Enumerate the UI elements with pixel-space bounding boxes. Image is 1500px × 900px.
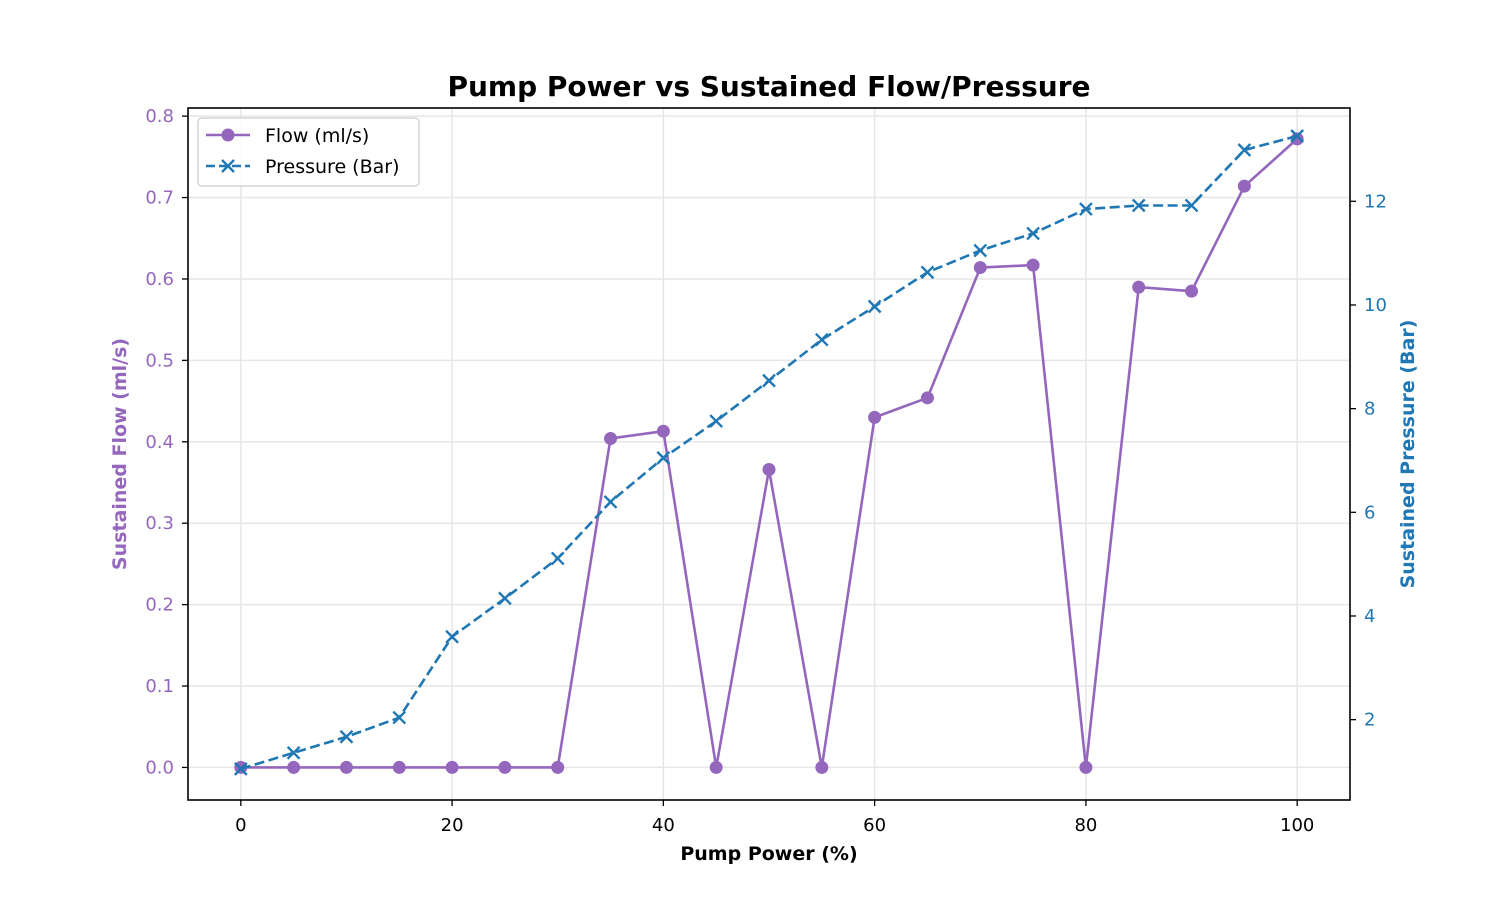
y-right-tick-label: 12 (1364, 191, 1387, 212)
pressure-point (603, 495, 618, 509)
flow-point (1237, 179, 1251, 193)
flow-point (1079, 760, 1093, 774)
y-right-tick-label: 6 (1364, 502, 1375, 523)
legend-pressure-marker (221, 159, 235, 173)
flow-point (920, 391, 934, 405)
flow-point (1132, 280, 1146, 294)
x-tick-label: 100 (1280, 815, 1314, 836)
y-left-tick-label: 0.2 (145, 595, 174, 616)
flow-point (287, 760, 301, 774)
flow-point (604, 432, 618, 446)
y-right-tick-label: 4 (1364, 606, 1375, 627)
flow-point (815, 760, 829, 774)
flow-point (973, 261, 987, 275)
pressure-point (392, 710, 407, 725)
legend-flow-label: Flow (ml/s) (265, 125, 369, 147)
pressure-point (1290, 129, 1305, 143)
y-right-tick-label: 8 (1364, 399, 1375, 420)
pressure-point (1079, 202, 1093, 216)
pressure-point (445, 629, 459, 644)
y-left-tick-label: 0.1 (145, 676, 174, 697)
x-tick-label: 60 (863, 815, 886, 836)
x-tick-label: 20 (441, 815, 464, 836)
pressure-point (1026, 226, 1040, 241)
flow-point (339, 760, 353, 774)
x-tick-label: 80 (1074, 815, 1097, 836)
flow-point (551, 760, 565, 774)
pressure-point (814, 332, 829, 347)
legend: Flow (ml/s) Pressure (Bar) (197, 117, 420, 187)
y-left-tick-label: 0.4 (145, 432, 174, 453)
pressure-point (550, 551, 565, 566)
pressure-point (656, 451, 671, 465)
series-layer (233, 129, 1305, 776)
y-left-tick-label: 0.0 (145, 757, 174, 778)
y-axis-left-label: Sustained Flow (ml/s) (109, 338, 131, 570)
pressure-point (867, 299, 882, 314)
flow-point (445, 760, 459, 774)
y-left-tick-label: 0.5 (145, 350, 174, 371)
grid (188, 108, 1350, 800)
x-tick-label: 40 (652, 815, 675, 836)
pressure-point (709, 414, 724, 428)
pressure-point (339, 729, 354, 744)
y-right-tick-label: 2 (1364, 710, 1375, 731)
pressure-point (973, 243, 988, 258)
pressure-point (498, 591, 512, 606)
plot-frame (187, 107, 1351, 801)
flow-point (868, 410, 882, 424)
y-left-tick-label: 0.6 (145, 269, 174, 290)
pressure-point (762, 373, 776, 388)
pressure-point (286, 745, 301, 760)
flow-point (1026, 258, 1040, 272)
flow-point (656, 424, 670, 438)
y-right-tick-label: 10 (1364, 295, 1387, 316)
y-left-tick-label: 0.7 (145, 188, 174, 209)
flow-point (392, 760, 406, 774)
x-tick-label: 0 (235, 815, 246, 836)
axes: 0 20 40 60 80 100 0.0 0.1 0.2 0.3 0.4 0.5 0.6 0.7 0.8 2… (145, 106, 1387, 836)
flow-point (1185, 284, 1199, 298)
x-axis-label: Pump Power (%) (680, 843, 857, 865)
pressure-point (1184, 198, 1199, 213)
y-left-tick-label: 0.3 (145, 513, 174, 534)
y-axis-right-label: Sustained Pressure (Bar) (1397, 320, 1419, 589)
legend-pressure-label: Pressure (Bar) (265, 156, 399, 178)
pressure-point (233, 762, 248, 776)
flow-point (498, 760, 512, 774)
flow-point (762, 462, 776, 476)
pressure-point (920, 265, 935, 280)
y-left-tick-label: 0.8 (145, 106, 174, 127)
pressure-point (1131, 198, 1146, 213)
flow-point (709, 760, 723, 774)
legend-flow-marker (221, 128, 235, 142)
legend-box (197, 117, 420, 187)
chart-title: Pump Power vs Sustained Flow/Pressure (447, 70, 1090, 103)
pressure-point (1237, 143, 1252, 157)
